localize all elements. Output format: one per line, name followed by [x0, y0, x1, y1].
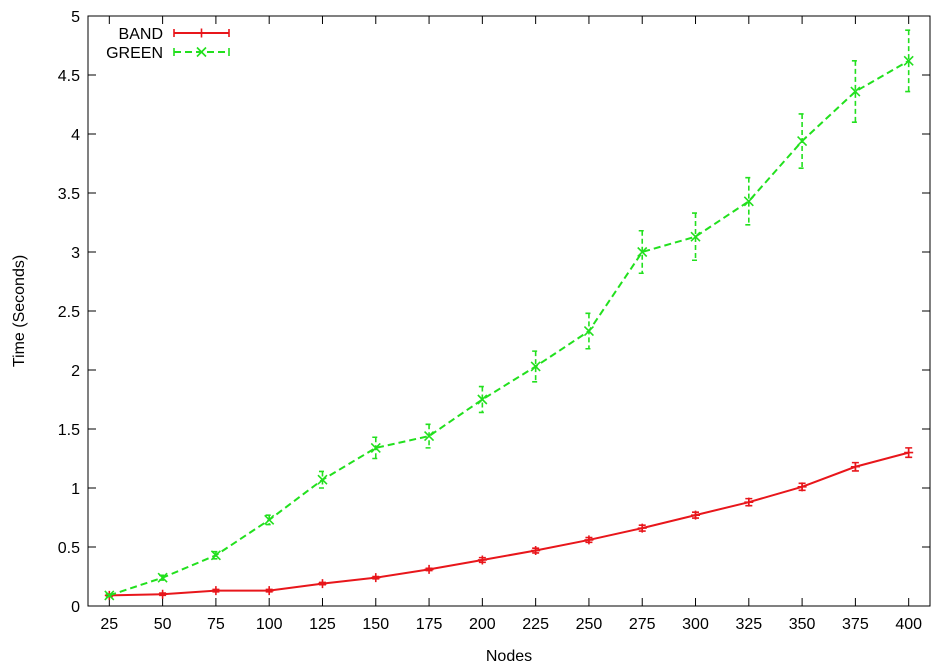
series-line-band [109, 451, 909, 597]
data-point [317, 579, 327, 589]
data-point [850, 462, 860, 472]
x-tick-label: 200 [469, 616, 496, 633]
legend-label: BAND [119, 26, 163, 43]
y-tick-label: 3 [71, 245, 80, 262]
y-tick-label: 4.5 [58, 68, 80, 85]
series-layer [104, 29, 914, 601]
x-tick-label: 300 [682, 616, 709, 633]
data-point [797, 482, 807, 492]
legend-marker [196, 46, 207, 58]
x-tick-label: 225 [522, 616, 549, 633]
x-tick-label: 400 [895, 616, 922, 633]
y-tick-label: 2.5 [58, 304, 80, 321]
data-point [583, 325, 595, 337]
data-point [211, 586, 221, 596]
x-tick-label: 275 [629, 616, 656, 633]
legend-error-cap [173, 29, 230, 37]
error-bar [905, 29, 913, 93]
x-tick-label: 125 [309, 616, 336, 633]
data-point [371, 573, 381, 583]
data-point [637, 523, 647, 533]
series-line-green [109, 59, 910, 597]
data-point [530, 361, 541, 372]
y-tick-label: 1 [71, 481, 80, 498]
data-point [424, 564, 434, 574]
x-tick-label: 100 [256, 616, 283, 633]
y-tick-label: 0.5 [58, 540, 80, 557]
y-tick-label: 5 [71, 9, 80, 26]
x-tick-label: 250 [576, 616, 603, 633]
legend: BAND GREEN [106, 26, 230, 62]
y-axis-title: Time (Seconds) [11, 255, 28, 367]
data-point [104, 590, 115, 601]
data-point [903, 55, 914, 66]
series-green [104, 29, 914, 601]
error-bar [692, 212, 700, 262]
x-tick-label: 50 [154, 616, 172, 633]
data-point [531, 546, 541, 556]
data-point [637, 246, 648, 258]
data-point [584, 535, 594, 545]
data-point [157, 572, 168, 583]
data-point [477, 555, 487, 565]
y-tick-label: 2 [71, 363, 80, 380]
x-tick-label: 150 [362, 616, 389, 633]
data-point [797, 136, 808, 147]
data-point [744, 497, 754, 507]
x-axis-title: Nodes [486, 648, 532, 665]
data-point [691, 510, 701, 520]
y-tick-label: 4 [71, 127, 80, 144]
data-point [317, 474, 328, 485]
legend-label: GREEN [106, 45, 163, 62]
x-tick-label: 75 [207, 616, 225, 633]
x-tick-label: 25 [100, 616, 118, 633]
x-tick-label: 375 [842, 616, 869, 633]
data-point [743, 196, 754, 207]
data-point [264, 514, 275, 525]
error-bar [532, 350, 540, 383]
plot-frame [87, 15, 931, 607]
y-tick-label: 3.5 [58, 186, 80, 203]
error-bar [745, 176, 753, 226]
data-point [477, 394, 488, 405]
data-point [210, 550, 221, 561]
data-point [423, 431, 435, 442]
legend-error-cap [173, 48, 230, 56]
x-tick-label: 325 [735, 616, 762, 633]
error-bar [851, 60, 859, 123]
x-tick-label: 350 [789, 616, 816, 633]
data-point [850, 86, 861, 97]
x-axis: 25 50 75 100 125 150 175 200 225 250 275 300 325 350 3… [100, 16, 922, 633]
data-point [690, 231, 701, 242]
data-point [904, 448, 914, 458]
series-band [104, 447, 914, 600]
data-point [370, 442, 381, 453]
y-tick-label: 0 [71, 599, 80, 616]
y-axis: 0 0.5 1 1.5 2 2.5 3 3.5 4 4.5 5 [58, 9, 930, 616]
y-tick-label: 1.5 [58, 422, 80, 439]
x-tick-label: 175 [416, 616, 443, 633]
legend-marker [197, 28, 206, 38]
error-bar [638, 229, 646, 275]
data-point [158, 589, 168, 599]
data-point [264, 586, 274, 596]
